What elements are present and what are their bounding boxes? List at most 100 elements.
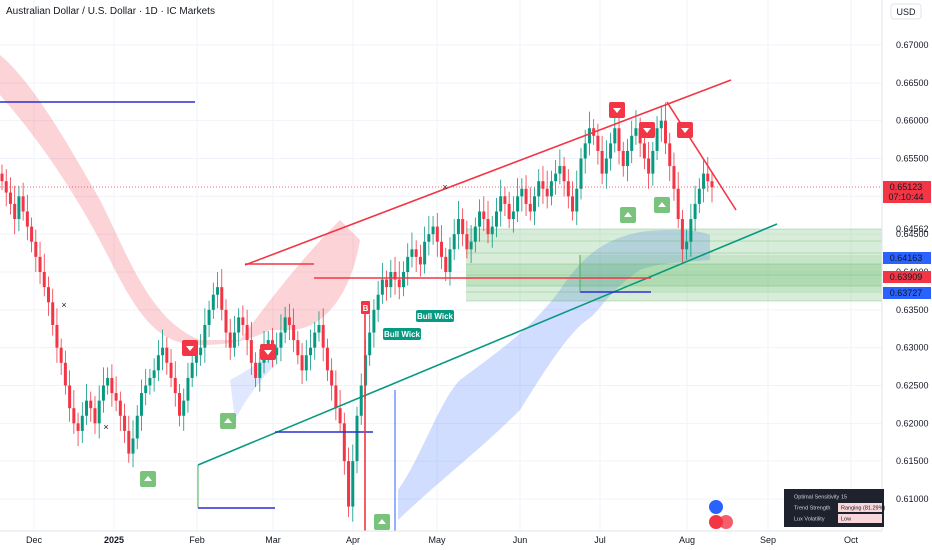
x-tick-label: Mar	[265, 535, 281, 545]
candle-body	[545, 188, 549, 197]
candle-body	[625, 150, 629, 167]
candle-body	[685, 241, 689, 250]
candle-body	[287, 317, 291, 325]
candle-body	[220, 287, 224, 310]
x-tick-label: Aug	[679, 535, 695, 545]
candle-body	[173, 377, 177, 394]
y-tick-label: 0.65500	[896, 154, 929, 164]
candle-body	[338, 408, 342, 424]
price-tag-value: 0.64163	[890, 253, 923, 263]
candle-body	[139, 393, 143, 416]
candle-body	[630, 135, 634, 151]
candle-body	[0, 173, 4, 182]
candle-body	[655, 128, 659, 151]
currency-button[interactable]	[890, 3, 922, 20]
candle-body	[651, 150, 655, 174]
countdown-value: 07:10:44	[888, 192, 923, 202]
candle-body	[131, 438, 135, 454]
y-tick-label: 0.67000	[896, 40, 929, 50]
x-tick-label: Apr	[346, 535, 360, 545]
candle-body	[275, 347, 279, 356]
candle-body	[80, 415, 84, 431]
stats-value-bg	[838, 514, 882, 523]
candle-body	[579, 158, 583, 189]
candle-body	[169, 362, 173, 378]
candle-body	[13, 203, 17, 220]
candle-body	[376, 294, 380, 310]
candle-body	[465, 234, 469, 250]
candle-body	[528, 203, 532, 212]
candle-body	[693, 203, 697, 220]
candle-body	[42, 272, 46, 288]
candle-body	[304, 355, 308, 371]
y-tick-label: 0.63000	[896, 343, 929, 353]
candle-body	[524, 188, 528, 204]
candle-body	[110, 377, 114, 394]
candle-body	[617, 128, 621, 151]
candle-body	[659, 120, 663, 129]
candle-body	[385, 279, 389, 288]
candle-body	[85, 400, 89, 416]
candles	[0, 102, 714, 522]
stats-value: Low	[841, 517, 851, 523]
candle-body	[587, 128, 591, 144]
bull-wick-text: Bull Wick	[384, 330, 420, 339]
candle-body	[106, 377, 110, 386]
time-axis[interactable]	[0, 531, 882, 550]
candle-body	[334, 385, 338, 409]
candle-body	[156, 355, 160, 371]
candle-body	[68, 385, 72, 409]
candle-body	[313, 332, 317, 348]
candle-body	[414, 249, 418, 257]
candle-body	[478, 211, 482, 227]
price-tag-blue	[883, 287, 931, 299]
candle-body	[123, 415, 127, 431]
down-arrow-icon	[264, 350, 272, 355]
candle-body	[182, 400, 186, 416]
candle-body	[448, 249, 452, 272]
candle-body	[152, 370, 156, 378]
candle-body	[397, 279, 401, 288]
candle-body	[38, 256, 42, 272]
down-arrow-icon	[681, 128, 689, 133]
candle-body	[279, 332, 283, 348]
candle-body	[537, 181, 541, 197]
currency-label: USD	[896, 7, 916, 17]
candle-body	[203, 324, 207, 348]
candle-body	[702, 173, 706, 189]
bull-wick-label	[383, 328, 421, 340]
up-arrow-icon	[658, 202, 666, 207]
candle-body	[427, 234, 431, 242]
grid	[0, 0, 882, 531]
candle-body	[245, 324, 249, 341]
flag-icon	[719, 515, 733, 529]
candle-body	[228, 332, 232, 348]
flag-icon	[709, 500, 723, 514]
candle-body	[410, 249, 414, 257]
price-tag-value: 0.63909	[890, 272, 923, 282]
candle-body	[63, 362, 67, 386]
candle-body	[97, 400, 101, 424]
support-zones	[466, 228, 882, 302]
x-axis: Dec 2025 Feb Mar Apr May Jun Jul Aug Sep Oct	[26, 535, 859, 545]
candle-body	[144, 385, 148, 394]
candle-body	[283, 317, 287, 333]
candle-body	[254, 362, 258, 378]
stats-label: Trend Strength	[794, 506, 830, 512]
candle-body	[359, 385, 363, 416]
candle-body	[634, 128, 638, 136]
candle-body	[389, 272, 393, 288]
candle-body	[351, 461, 355, 507]
x-tick-label: Sep	[760, 535, 776, 545]
up-arrow-icon	[378, 519, 386, 524]
candle-body	[161, 347, 165, 356]
candle-body	[566, 181, 570, 197]
x-tick-label: Feb	[189, 535, 205, 545]
candle-body	[668, 143, 672, 167]
candle-body	[689, 219, 693, 242]
x-tick-label: Oct	[844, 535, 859, 545]
b-marker-text: B	[363, 304, 369, 313]
candle-body	[600, 150, 604, 174]
